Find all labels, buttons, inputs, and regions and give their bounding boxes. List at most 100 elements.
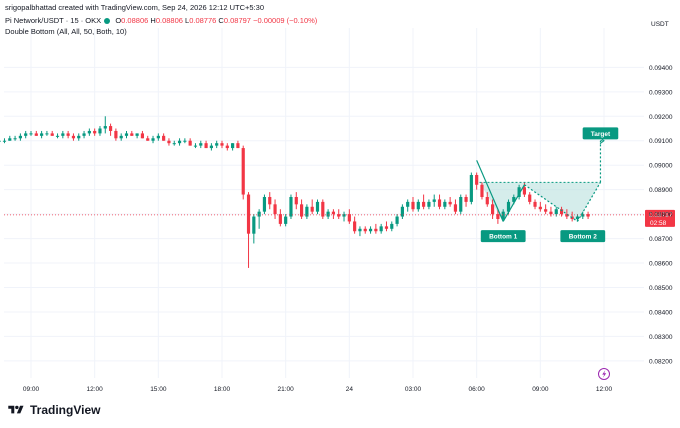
- candle-body: [528, 194, 532, 202]
- candle-body: [220, 143, 224, 146]
- candle-body: [512, 196, 516, 202]
- candle-body: [55, 135, 60, 137]
- pattern-label-box: [582, 127, 619, 140]
- candle-body: [294, 196, 298, 205]
- candle-body: [29, 133, 33, 135]
- candle-body: [554, 209, 558, 215]
- y-tick-label: 0.08300: [649, 334, 673, 341]
- candle-body: [204, 143, 208, 149]
- pattern-fill: [479, 182, 601, 222]
- pattern-line: [502, 184, 525, 222]
- candle-body: [87, 130, 91, 134]
- candle-body: [103, 126, 107, 129]
- pattern-line: [476, 160, 504, 222]
- candle-body: [342, 214, 346, 217]
- candle-body: [167, 140, 171, 144]
- candle-body: [268, 196, 272, 205]
- candle-body: [427, 201, 431, 207]
- x-tick-label: 12:00: [87, 386, 104, 393]
- brand-footer[interactable]: TradingView: [7, 403, 100, 417]
- candle-body: [114, 130, 118, 139]
- candle-body: [162, 135, 166, 141]
- candle-body: [321, 201, 325, 217]
- candle-body: [284, 216, 288, 224]
- candle-body: [368, 228, 373, 232]
- pattern-labels: Bottom 1 Bottom 2 Target: [480, 127, 619, 243]
- candle-body: [305, 206, 309, 217]
- x-tick-label: 06:00: [469, 386, 486, 393]
- candle-body: [188, 140, 192, 146]
- x-tick-label: 03:00: [405, 386, 422, 393]
- candle-body: [8, 138, 12, 141]
- candle-body: [496, 214, 500, 220]
- candle-body: [124, 133, 129, 136]
- candle-body: [437, 199, 442, 207]
- pattern-fill-area: [479, 182, 601, 222]
- candle-body: [215, 143, 219, 146]
- candle-body: [18, 135, 22, 139]
- candle-body: [379, 226, 383, 232]
- price-chart[interactable]: 0.08797 02:58 USDT0.094000.093000.092000.…: [0, 0, 680, 400]
- candle-body: [108, 126, 113, 131]
- candle-body: [98, 128, 102, 134]
- close-value: 0.08797: [223, 16, 251, 25]
- x-tick-label: 12:00: [596, 386, 613, 393]
- candle-body: [82, 133, 86, 136]
- candle-body: [395, 216, 399, 224]
- open-label: O: [115, 16, 122, 25]
- last-price-badge: [645, 209, 675, 227]
- candle-body: [448, 201, 452, 205]
- candle-body: [61, 133, 65, 136]
- currency-label: USDT: [651, 21, 669, 28]
- pattern-label-box: [480, 230, 526, 243]
- y-tick-label: 0.09200: [649, 114, 673, 121]
- high-value: 0.08806: [155, 16, 183, 25]
- pattern-label-text: Bottom 1: [489, 234, 518, 241]
- candle-body: [522, 187, 527, 195]
- candle-body: [40, 133, 44, 136]
- candle-body: [485, 196, 489, 205]
- brand-name: TradingView: [30, 403, 101, 417]
- candle-body: [538, 206, 542, 210]
- candle-body: [570, 216, 574, 220]
- y-axis: USDT 0.09400 0.09300 0.09200 0.09100 0.09000 0…: [649, 21, 673, 365]
- symbol-line: Pi Network/USDT · 15 · OKX O0.08806 H0.0…: [5, 16, 317, 25]
- candle-body: [459, 196, 463, 212]
- candle-body: [34, 133, 38, 136]
- candle-body: [45, 133, 49, 135]
- x-tick-label: 24: [346, 386, 354, 393]
- pattern-line: [576, 182, 601, 222]
- candle-body: [544, 209, 548, 212]
- tradingview-logo-icon: [8, 405, 24, 414]
- y-tick-label: 0.08600: [649, 261, 673, 268]
- candle-body: [193, 145, 198, 147]
- candle-body: [236, 143, 240, 149]
- candle-body: [252, 216, 256, 234]
- candle-body: [119, 135, 123, 139]
- countdown-text: 02:58: [650, 220, 667, 227]
- candle-body: [347, 214, 351, 222]
- candle-body: [331, 211, 336, 215]
- candle-body: [374, 228, 378, 232]
- header-line: srigopalbhattad created with TradingView…: [5, 3, 264, 12]
- candle-body: [358, 228, 362, 232]
- ohlc-values: O0.08806 H0.08806 L0.08776 C0.08797 −0.0…: [115, 16, 317, 25]
- candle-body: [337, 214, 341, 217]
- candle-body: [2, 140, 7, 142]
- candle-body: [453, 204, 458, 212]
- candle-body: [501, 211, 505, 220]
- candle-body: [581, 214, 585, 217]
- y-tick-label: 0.08200: [649, 358, 673, 365]
- candle-body: [326, 211, 330, 217]
- y-tick-label: 0.08500: [649, 285, 673, 292]
- candle-body: [172, 143, 176, 145]
- candle-body: [432, 199, 436, 202]
- change-value: −0.00009 (−0.10%): [253, 16, 318, 25]
- candle-body: [93, 130, 97, 134]
- candle-body: [480, 184, 484, 197]
- lightning-icon[interactable]: [598, 368, 610, 380]
- x-tick-label: 15:00: [150, 386, 167, 393]
- pattern-label-text: Bottom 2: [569, 234, 598, 241]
- candle-body: [262, 196, 267, 212]
- candle-body: [475, 174, 479, 185]
